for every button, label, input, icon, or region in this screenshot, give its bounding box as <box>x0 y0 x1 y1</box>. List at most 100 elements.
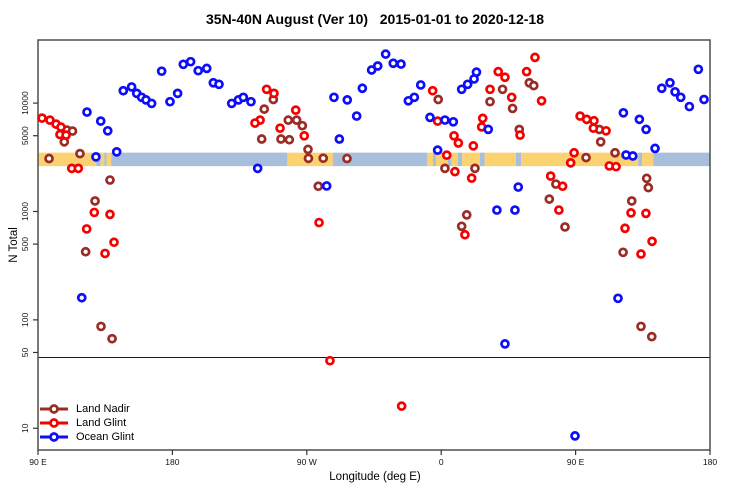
data-point <box>250 118 260 128</box>
data-point <box>626 208 636 218</box>
data-point <box>636 321 646 332</box>
data-point <box>670 86 680 97</box>
data-point <box>545 171 556 181</box>
data-point <box>656 83 667 94</box>
data-point <box>641 124 651 135</box>
data-point <box>450 166 460 177</box>
data-point <box>646 331 657 342</box>
data-point <box>165 96 175 107</box>
data-point <box>284 134 295 145</box>
data-point <box>67 126 78 136</box>
data-point <box>201 63 212 74</box>
data-point <box>699 94 709 105</box>
x-tick-label: 180 <box>703 457 717 467</box>
x-tick-label: 0 <box>439 457 444 467</box>
map-band-ocean-segment <box>104 152 107 167</box>
data-point <box>453 138 464 148</box>
data-point <box>432 116 443 126</box>
data-point <box>261 84 272 95</box>
data-point <box>554 205 564 215</box>
data-point <box>618 107 629 118</box>
map-band-land-segment <box>484 152 516 167</box>
data-point <box>521 66 532 77</box>
land-glint-points <box>37 52 657 411</box>
map-band-ocean-segment <box>515 152 522 167</box>
data-point <box>81 224 92 234</box>
legend-label-ocean-glint: Ocean Glint <box>76 431 135 443</box>
data-point <box>500 72 510 83</box>
ocean-glint-points <box>76 49 709 441</box>
legend-item-ocean-glint: Ocean Glint <box>40 430 134 444</box>
data-point <box>102 125 113 136</box>
x-axis-label: Longitude (deg E) <box>329 471 421 483</box>
map-band-ocean-segment <box>653 152 710 167</box>
map-band-land-segment <box>106 152 112 167</box>
data-point <box>449 130 459 141</box>
data-point <box>105 209 115 220</box>
data-point <box>466 173 477 183</box>
data-point <box>560 222 570 232</box>
chart-title: 35N-40N August (Ver 10) 2015-01-01 to 20… <box>206 11 544 27</box>
y-axis-label: N Total <box>8 227 20 263</box>
data-point <box>318 153 329 164</box>
data-point <box>291 115 302 125</box>
x-tick-label: 180 <box>165 457 179 467</box>
data-point <box>185 56 196 67</box>
data-point <box>506 92 517 103</box>
data-point <box>528 80 539 91</box>
data-point <box>90 196 100 206</box>
data-point <box>299 130 310 141</box>
y-tick-label: 50 <box>20 347 30 357</box>
data-point <box>256 134 267 144</box>
map-band-land-segment <box>462 152 481 167</box>
data-point <box>269 88 279 99</box>
map-band-land-segment <box>521 152 639 167</box>
data-point <box>252 163 263 174</box>
data-point <box>611 161 621 172</box>
data-point <box>432 145 443 155</box>
data-point <box>321 181 332 191</box>
data-point <box>238 92 249 103</box>
data-point <box>329 92 339 103</box>
data-point <box>565 157 576 168</box>
data-point <box>303 144 313 155</box>
data-point <box>665 77 675 88</box>
land-nadir-marker-icon <box>40 403 68 415</box>
data-point <box>297 120 308 131</box>
data-point <box>61 130 71 141</box>
map-band-ocean-segment <box>638 152 643 167</box>
data-point <box>56 122 66 132</box>
y-tick-label: 10 <box>20 423 30 433</box>
data-point <box>440 163 450 174</box>
data-point <box>80 246 91 257</box>
data-point <box>497 84 508 95</box>
data-point <box>342 95 353 105</box>
data-point <box>433 94 444 105</box>
data-point <box>485 96 495 107</box>
data-point <box>440 115 450 125</box>
x-tick-label: 90 E <box>567 457 585 467</box>
data-point <box>303 153 314 164</box>
data-point <box>100 248 110 259</box>
data-point <box>109 237 119 248</box>
data-point <box>111 146 122 157</box>
data-point <box>314 217 324 228</box>
legend-item-land-nadir: Land Nadir <box>40 402 134 416</box>
ocean-glint-marker-icon <box>40 431 68 443</box>
data-point <box>636 249 646 259</box>
y-tick-label: 1000 <box>20 202 30 221</box>
data-point <box>91 152 101 162</box>
data-point <box>456 84 467 95</box>
map-band-land-segment <box>451 152 458 167</box>
data-point <box>193 65 204 76</box>
data-point <box>610 147 620 158</box>
data-point <box>477 113 488 124</box>
data-point <box>96 321 106 332</box>
data-point <box>647 236 657 247</box>
map-band-ocean-segment <box>457 152 463 167</box>
data-point <box>118 85 129 96</box>
data-point <box>569 147 579 158</box>
data-point <box>75 148 85 159</box>
